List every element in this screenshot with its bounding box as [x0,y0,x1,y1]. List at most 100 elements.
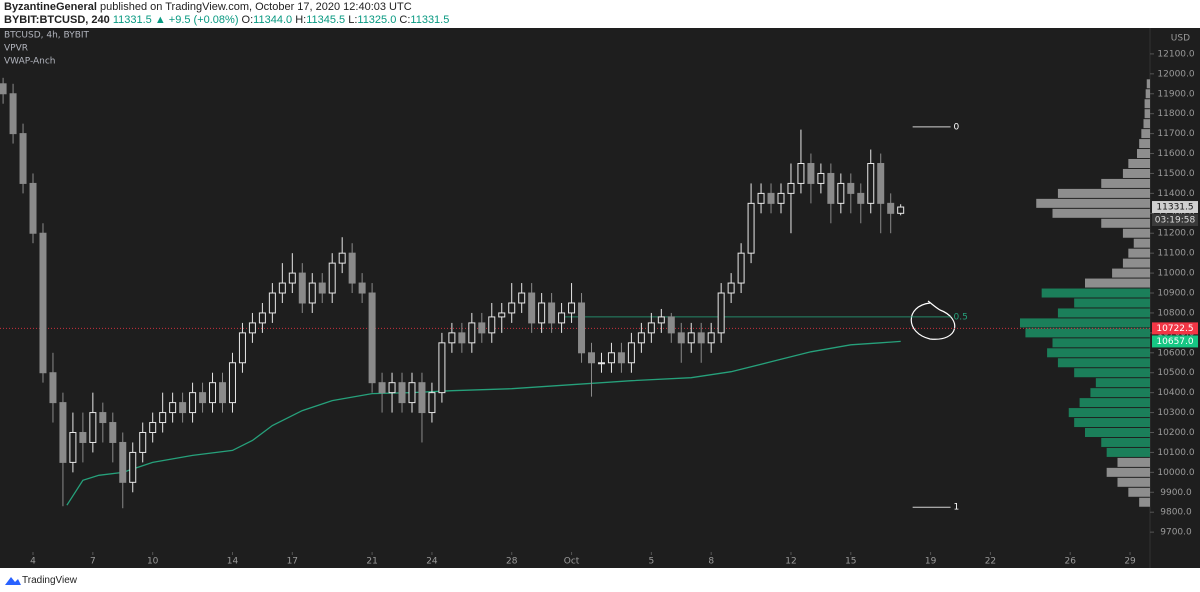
published: published on TradingView.com, October 17… [99,1,412,13]
volume-bar [1101,437,1150,447]
candle-body [578,302,586,354]
candle-body [438,342,446,394]
ohlc-text: 11331.5 [410,14,450,26]
candle-body [617,352,625,364]
volume-bar [1101,178,1150,188]
candle-body [39,232,47,374]
candle-body [687,332,695,344]
vwap-label: 10657.0 [1156,337,1193,347]
chart-background [0,28,1200,568]
last-price-label: 11331.5 [1156,203,1193,213]
candle-body [69,432,77,463]
countdown-box [1152,214,1198,227]
ohlc-key: H: [295,14,307,26]
y-tick-label: 10800.0 [1157,308,1194,318]
candle-body [697,332,705,344]
y-tick-label: 10900.0 [1157,289,1194,299]
symbol: BYBIT:BTCUSD, 240 [4,14,110,26]
candle-body [89,412,97,443]
fib-label: 0.5 [954,312,968,322]
candle-body [488,316,496,334]
y-tick-label: 10400.0 [1157,388,1194,398]
volume-bar [1146,79,1150,89]
candle-body [248,322,256,334]
volume-bar [1101,218,1150,228]
x-tick-label: 19 [925,557,937,567]
candle-body [238,332,246,364]
candle-body [727,282,735,294]
candle-body [398,382,406,404]
candle-body [767,192,775,204]
header: ByzantineGeneral published on TradingVie… [0,0,1200,28]
volume-bar [1117,457,1150,467]
volume-bar [1068,408,1150,418]
candle-body [388,382,396,394]
logo [5,577,21,585]
candle-body [747,202,755,254]
candle-body [119,441,127,483]
candle-body [637,332,645,344]
y-tick-label: 10000.0 [1157,468,1194,478]
volume-bar [1128,158,1150,168]
volume-bar [1057,188,1150,198]
candle-body [139,432,147,453]
candle-body [368,292,376,384]
candle-body [508,302,516,314]
y-tick-label: 12000.0 [1157,69,1194,79]
ohlc-text: 11344.0 [253,14,293,26]
candle-body [588,352,596,364]
volume-bar [1041,288,1150,298]
x-tick-label: 4 [30,557,36,567]
volume-bar [1139,139,1150,149]
x-tick-label: 29 [1124,557,1136,567]
chart: BTCUSD, 4h, BYBIT VPVR VWAP-Anch USD 970… [0,28,1200,568]
candle-body [827,172,835,204]
x-tick-label: 12 [785,557,796,567]
x-tick-label: 24 [426,557,438,567]
candle-body [59,402,67,463]
indicator: VWAP-Anch [4,57,56,67]
candle-body [129,451,137,483]
candle-body [258,312,266,324]
ohlc: O:11344.0 H:11345.5 L:11325.0 C:11331.5 [242,14,450,26]
volume-bar [1052,338,1150,348]
y-tick-label: 11800.0 [1157,109,1194,119]
change: ▲ +9.5 (+0.08%) [154,14,239,26]
chart-title: BTCUSD, 4h, BYBIT [4,31,90,41]
candle-body [777,192,785,204]
indicator: VPVR [4,44,28,54]
candle-body [597,362,605,365]
y-tick-label: 12100.0 [1157,49,1194,59]
candle-body [209,382,217,404]
volume-bar [1137,149,1150,159]
axis-unit: USD [1171,34,1190,44]
y-tick-label: 9700.0 [1160,528,1192,538]
y-tick-label: 11300.0 [1157,209,1194,219]
candle-body [179,402,187,414]
y-tick-label: 10500.0 [1157,368,1194,378]
candle-body [607,352,615,364]
candle-body [9,93,17,135]
candle-body [757,192,765,204]
candle-body [428,392,436,414]
candle-body [877,162,885,204]
candle-body [847,182,855,194]
y-tick-label: 10200.0 [1157,428,1194,438]
y-tick-label: 11100.0 [1157,249,1194,259]
candle-body [159,412,167,424]
volume-bar [1074,418,1150,428]
volume-bar [1128,248,1150,258]
volume-bar [1144,109,1150,119]
y-tick-label: 11200.0 [1157,229,1194,239]
fib-label: 0 [954,122,960,132]
volume-bar [1122,228,1150,238]
volume-bar [1085,428,1150,438]
candle-body [558,312,566,324]
candle-body [837,182,845,204]
x-tick-label: 7 [90,557,96,567]
candle-body [568,302,576,314]
x-tick-label: 28 [506,557,518,567]
price: 11331.5 [112,14,152,26]
footer: TradingView [0,568,1200,592]
volume-bar [1144,99,1150,109]
